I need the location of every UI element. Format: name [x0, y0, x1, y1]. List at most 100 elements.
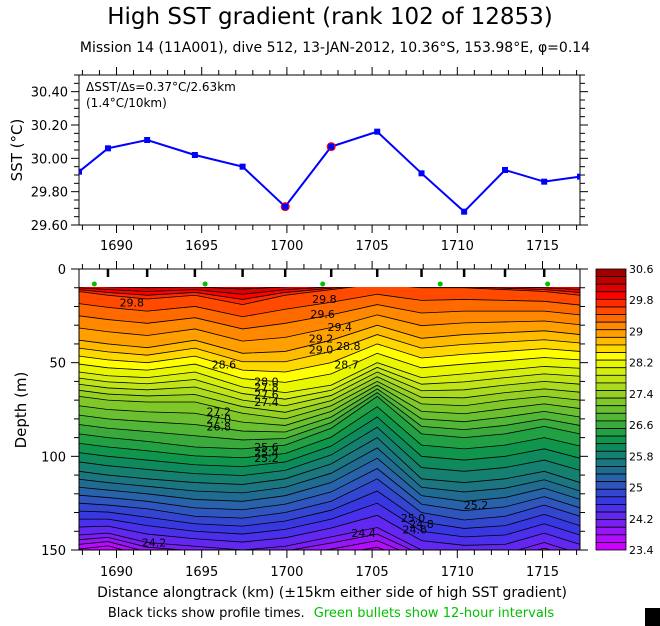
contour-label: 28.6	[212, 359, 237, 372]
colorbar-swatch	[595, 473, 627, 483]
sst-point	[282, 203, 289, 210]
depth-axis-label: Depth (m)	[12, 372, 30, 449]
twelve-hour-bullet	[437, 281, 443, 287]
colorbar-label: 26.6	[629, 419, 654, 432]
contour-line	[79, 502, 580, 538]
contour-label: 29.8	[312, 293, 337, 306]
x-tick-label: 1700	[270, 239, 303, 254]
distance-tick-label: 1705	[356, 565, 389, 580]
contour-label: 24.8	[409, 518, 434, 531]
sst-point	[461, 208, 468, 215]
colorbar-swatch	[595, 283, 627, 293]
colorbar-label: 24.2	[629, 513, 654, 526]
sst-line-plot: 29.60 29.80 30.00 30.20 30.40 1690 1695 1700 17…	[8, 67, 588, 254]
gradient-annotation-line2: (1.4°C/10km)	[86, 96, 167, 110]
colorbar-swatch	[595, 542, 627, 551]
contour-line	[79, 304, 580, 330]
x-tick-label: 1695	[185, 239, 218, 254]
sst-series-points	[79, 128, 580, 215]
depth-tick-label: 0	[58, 263, 66, 278]
contour-line	[79, 352, 580, 383]
distance-tick-label: 1710	[441, 565, 474, 580]
footer-note: Black ticks show profile times. Green bu…	[108, 606, 555, 621]
colorbar-swatch	[595, 488, 627, 498]
contour-label: 28.7	[334, 359, 359, 372]
colorbar-label: 29	[629, 325, 643, 338]
contour-line	[79, 287, 580, 295]
distance-tick-label: 1700	[270, 565, 303, 580]
y-tick-label: 29.80	[31, 186, 68, 201]
contour-line	[79, 324, 580, 354]
colorbar-swatch	[595, 397, 627, 407]
x-tick-label: 1710	[441, 239, 474, 254]
colorbar-swatch	[595, 519, 627, 528]
contour-label: 28.0	[254, 375, 279, 388]
colorbar-swatch	[595, 352, 627, 361]
contour-label: 29.2	[309, 332, 334, 345]
colorbar-swatch	[595, 481, 627, 490]
sst-point	[79, 168, 82, 175]
sst-x-tick-labels: 1690 1695 1700 1705 1710 1715	[100, 239, 559, 254]
sst-point	[541, 178, 548, 185]
contour-line	[79, 437, 580, 485]
contour-label: 25.4	[254, 447, 279, 460]
gradient-annotation-line1: ΔSST/Δs=0.37°C/2.63km	[86, 80, 236, 94]
sst-point	[191, 152, 198, 158]
twelve-hour-bullets	[91, 281, 551, 287]
contour-label: 26.8	[206, 420, 231, 433]
colorbar-swatch	[595, 314, 627, 323]
colorbar-swatch	[595, 321, 627, 331]
contour-line	[79, 514, 580, 546]
x-tick-label: 1690	[100, 239, 133, 254]
sst-plot-ticks	[71, 67, 588, 233]
contour-label: 25.2	[464, 499, 489, 512]
footer-note-green: Green bullets show 12-hour intervals	[314, 606, 555, 621]
contour-line	[79, 540, 401, 550]
contour-line	[79, 384, 580, 426]
contour-label: 27.2	[206, 405, 231, 418]
colorbar-swatch	[595, 526, 627, 536]
contour-label: 29.4	[327, 321, 352, 334]
sst-point	[239, 163, 246, 170]
x-tick-label: 1705	[356, 239, 389, 254]
sst-point	[577, 173, 580, 180]
contour-line	[79, 376, 580, 413]
sst-point	[502, 167, 509, 173]
colorbar-swatch	[595, 420, 627, 429]
contour-label: 25.0	[401, 512, 426, 525]
contour-line	[79, 392, 580, 441]
colorbar-swatches	[595, 268, 627, 551]
contour-line	[79, 416, 580, 468]
distance-tick-label: 1690	[100, 565, 133, 580]
contour-label: 25.6	[254, 441, 279, 454]
contour-line	[79, 468, 580, 512]
colorbar: 30.6 29.8 29 28.2 27.4 26.6 25.8 25 24.2 23.4	[595, 263, 654, 557]
contour-label: 28.8	[336, 340, 361, 353]
contour-line	[79, 533, 553, 550]
colorbar-swatch	[595, 405, 627, 414]
contour-label: 24.6	[402, 523, 427, 536]
y-tick-label: 30.40	[31, 86, 68, 101]
colorbar-swatch	[595, 435, 627, 445]
sst-point	[144, 137, 151, 143]
contour-line	[79, 366, 580, 400]
contour-line	[79, 343, 580, 373]
contour-line	[79, 478, 580, 521]
colorbar-swatch	[595, 443, 627, 452]
contour-line	[79, 380, 580, 420]
distance-axis-label: Distance alongtrack (km) (±15km either s…	[97, 585, 567, 601]
contour-line	[79, 457, 580, 502]
sst-point	[328, 143, 335, 150]
colorbar-swatch	[595, 329, 627, 338]
contour-label: 29.8	[120, 297, 145, 310]
distance-tick-label: 1715	[526, 565, 559, 580]
colorbar-swatch	[595, 390, 627, 399]
contour-line	[79, 371, 580, 407]
colorbar-label: 23.4	[629, 544, 654, 557]
footer-note-black: Black ticks show profile times.	[108, 606, 305, 621]
depth-tick-label: 100	[41, 450, 66, 465]
twelve-hour-bullet	[202, 281, 208, 287]
contour-band	[79, 287, 580, 295]
contour-line	[79, 334, 580, 363]
